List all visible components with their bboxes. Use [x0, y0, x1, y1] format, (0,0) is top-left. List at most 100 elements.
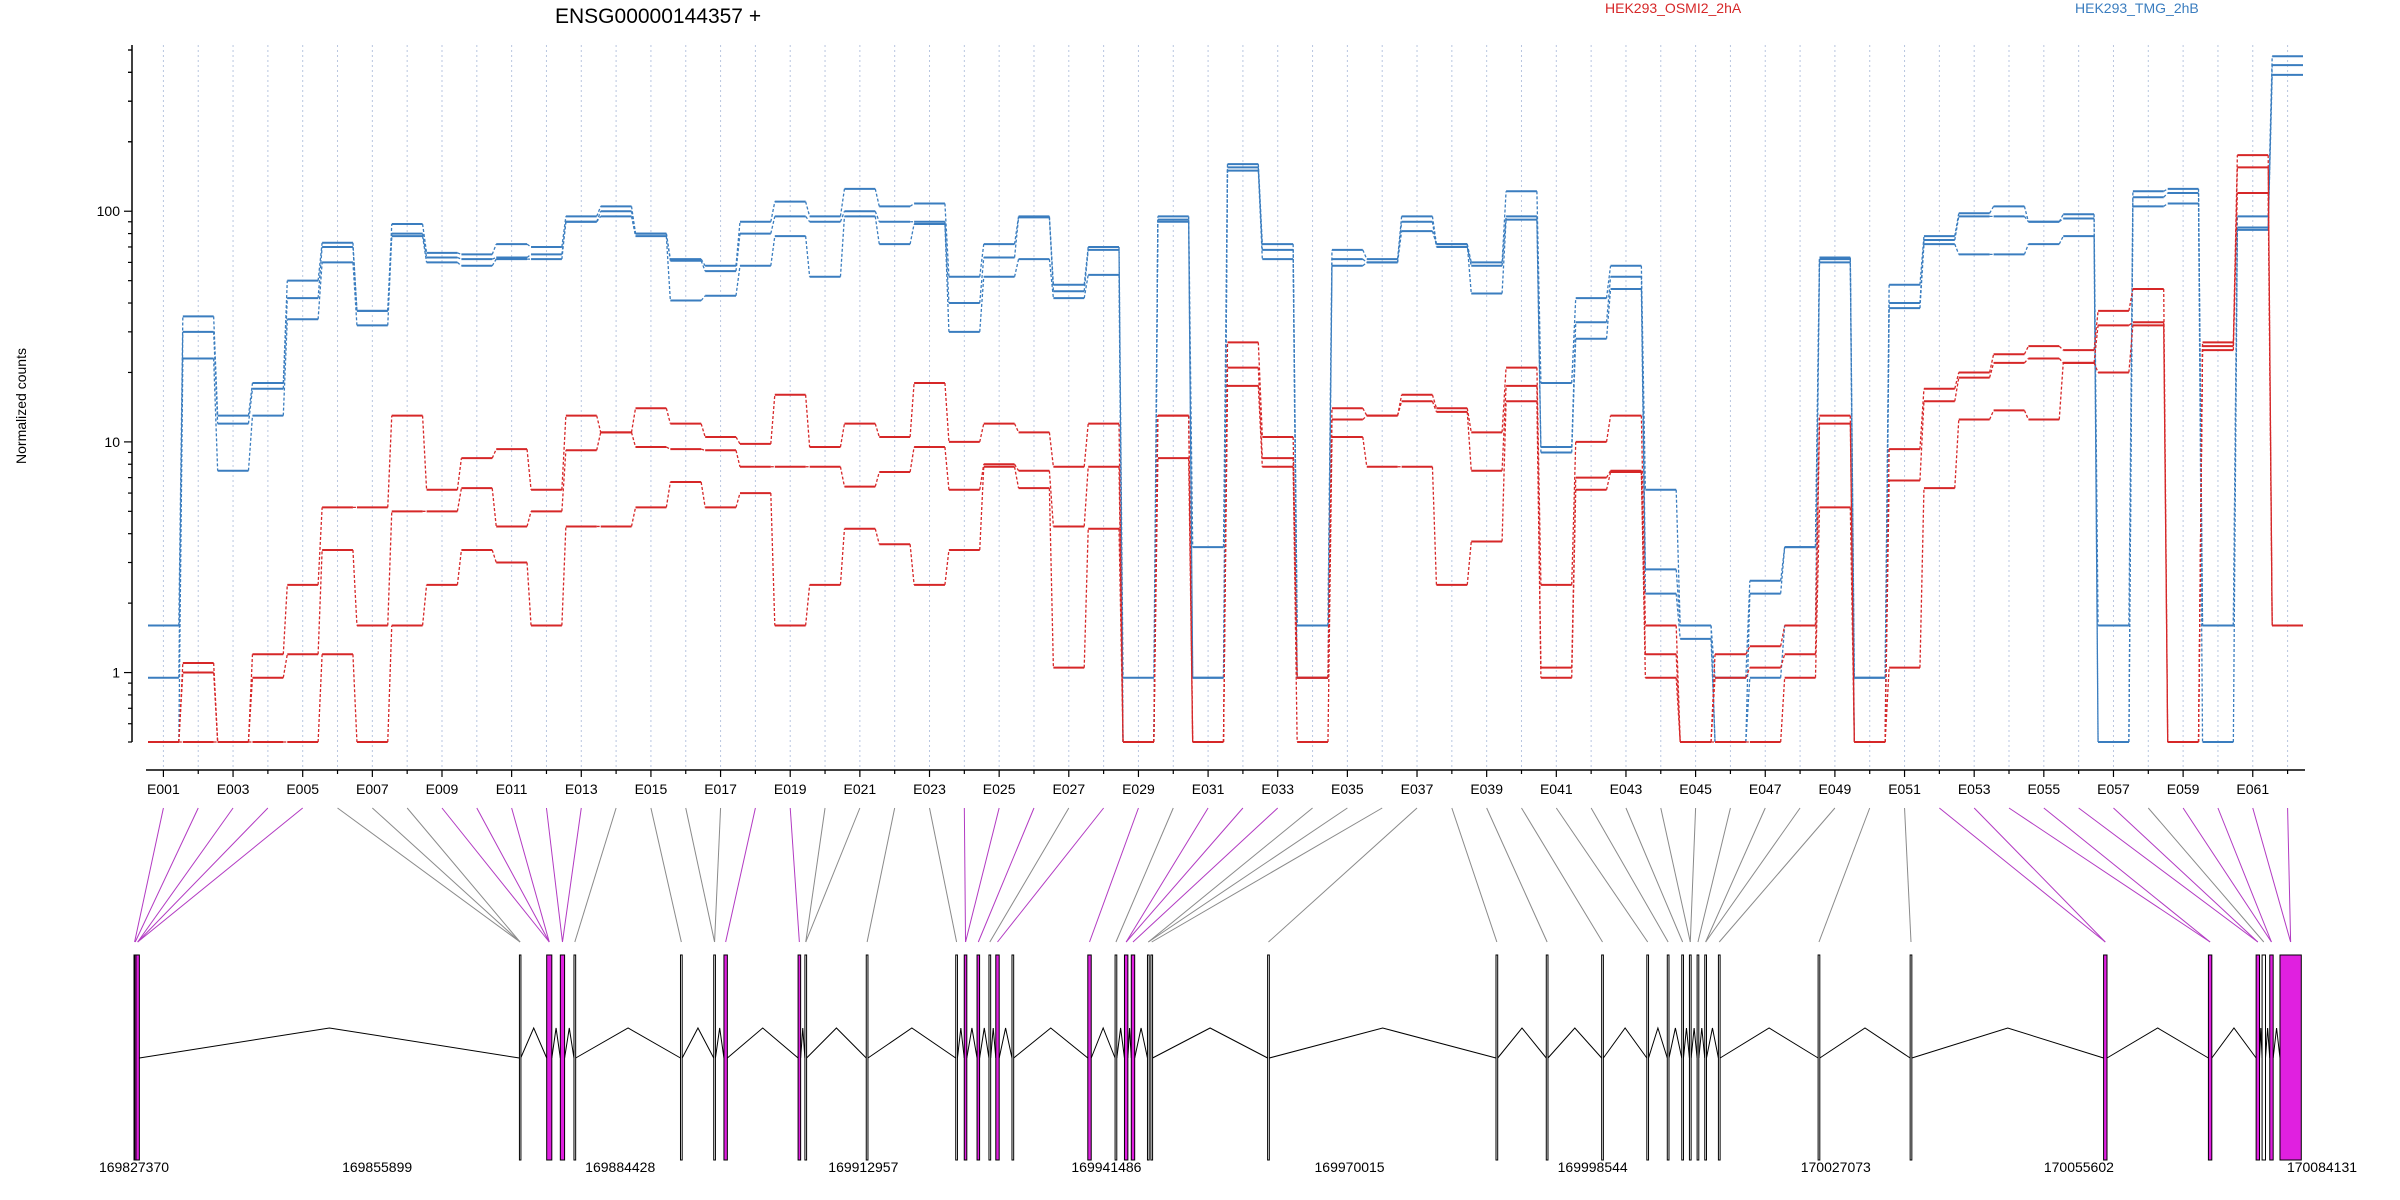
intron-line — [727, 1027, 799, 1059]
intron-line — [681, 1026, 715, 1059]
bin-connector — [805, 807, 861, 943]
chart-title: ENSG00000144357 + — [555, 5, 761, 28]
y-tick-label: 1 — [112, 665, 120, 681]
exon — [1545, 954, 1549, 1161]
intron-line — [2106, 1027, 2209, 1059]
bin-connector — [929, 807, 958, 943]
genomic-coordinate-label: 169884428 — [585, 1159, 655, 1175]
y-axis-label: Normalized counts — [13, 348, 29, 464]
x-tick-label: E023 — [913, 781, 946, 797]
x-tick-label: E025 — [983, 781, 1016, 797]
exon-highlighted — [2279, 954, 2302, 1161]
intron-line — [1911, 1027, 2104, 1059]
bin-connector — [1089, 807, 1139, 943]
bin-connector — [134, 807, 164, 943]
series-connector — [178, 155, 2273, 743]
x-tick-label: E059 — [2167, 781, 2200, 797]
x-tick-label: E047 — [1749, 781, 1782, 797]
intron-line — [806, 1027, 867, 1059]
y-axis: 1 10 100 — [97, 45, 133, 743]
x-tick-label: E041 — [1540, 781, 1573, 797]
exon — [573, 954, 577, 1161]
intron-line — [520, 1026, 548, 1059]
bin-connector — [337, 807, 521, 943]
series-osmi-3 — [148, 191, 2303, 743]
legend-label-osmi: HEK293_OSMI2_2hA — [1605, 0, 1742, 16]
genomic-coordinate-label: 170055602 — [2044, 1159, 2114, 1175]
bin-connector — [685, 807, 716, 943]
intron-line — [1705, 1027, 1719, 1059]
bin-connector — [137, 807, 304, 943]
bin-connector — [1689, 807, 1697, 943]
x-axis: E001 E003 E005 E007 E009 E011 E013 E015 E017 E019… — [146, 769, 2305, 797]
bin-connector — [545, 807, 563, 943]
x-tick-label: E055 — [2027, 781, 2060, 797]
bin-connector — [1486, 807, 1548, 943]
exon — [955, 954, 958, 1161]
x-tick-label: E009 — [426, 781, 459, 797]
bin-connector — [1973, 807, 2106, 943]
exon — [1704, 954, 1707, 1161]
bin-connector — [1904, 807, 1912, 943]
bin-connector — [2252, 807, 2292, 943]
exon-highlighted — [2255, 954, 2261, 1161]
bin-connector — [1125, 807, 1244, 943]
x-tick-label: E037 — [1401, 781, 1434, 797]
x-tick-label: E017 — [704, 781, 737, 797]
x-tick-label: E029 — [1122, 781, 1155, 797]
bin-connector — [1697, 807, 1731, 943]
bin-connector — [2147, 807, 2265, 943]
exon — [1688, 954, 1692, 1161]
bin-connector — [561, 807, 582, 943]
x-tick-label: E035 — [1331, 781, 1364, 797]
bin-connector — [2113, 807, 2259, 943]
intron-line — [714, 1027, 725, 1059]
exon-highlighted — [963, 954, 968, 1161]
intron-line — [867, 1027, 957, 1059]
bin-connector — [1268, 807, 1418, 943]
x-tick-label: E019 — [774, 781, 807, 797]
exon-highlighted — [1130, 954, 1136, 1161]
genomic-coordinate-label: 169941486 — [1071, 1159, 1141, 1175]
vertical-grid — [162, 45, 2289, 770]
bin-connector — [1148, 807, 1348, 943]
bin-connector — [2182, 807, 2272, 943]
x-tick-label: E051 — [1888, 781, 1921, 797]
genomic-coordinate-label: 169912957 — [828, 1159, 898, 1175]
exon — [518, 954, 522, 1161]
x-tick-label: E061 — [2236, 781, 2269, 797]
intron-line — [1013, 1027, 1089, 1059]
exon-highlighted — [135, 954, 140, 1161]
bin-connector — [1125, 807, 1209, 943]
bin-connector — [1521, 807, 1603, 943]
bin-connector — [650, 807, 682, 943]
genomic-coordinate-label: 170027073 — [1801, 1159, 1871, 1175]
exon — [2261, 954, 2266, 1161]
intron-line — [1497, 1027, 1547, 1059]
exon-highlighted — [1087, 954, 1092, 1161]
bin-connector — [789, 807, 800, 943]
exon-highlighted — [559, 954, 566, 1161]
exon-highlighted — [723, 954, 728, 1161]
bin-connector — [476, 807, 550, 943]
exon — [988, 954, 992, 1161]
exon-highlighted — [2103, 954, 2108, 1161]
bin-connector — [372, 807, 521, 943]
exon — [1114, 954, 1118, 1161]
bin-connector — [1555, 807, 1649, 943]
x-tick-label: E003 — [217, 781, 250, 797]
exon-highlighted — [2207, 954, 2213, 1161]
x-tick-label: E015 — [635, 781, 668, 797]
exon — [1146, 954, 1150, 1161]
bin-connector — [1718, 807, 1836, 943]
genomic-coordinate-label: 169970015 — [1315, 1159, 1385, 1175]
series-osmi-2 — [148, 166, 2303, 743]
exon-highlighted — [1123, 954, 1129, 1161]
exon — [1717, 954, 1721, 1161]
exon — [1150, 954, 1154, 1161]
bin-connector — [1625, 807, 1684, 943]
x-tick-label: E005 — [286, 781, 319, 797]
exon — [1681, 954, 1684, 1161]
gene-model — [133, 954, 2302, 1161]
intron-line — [1668, 1027, 1683, 1059]
